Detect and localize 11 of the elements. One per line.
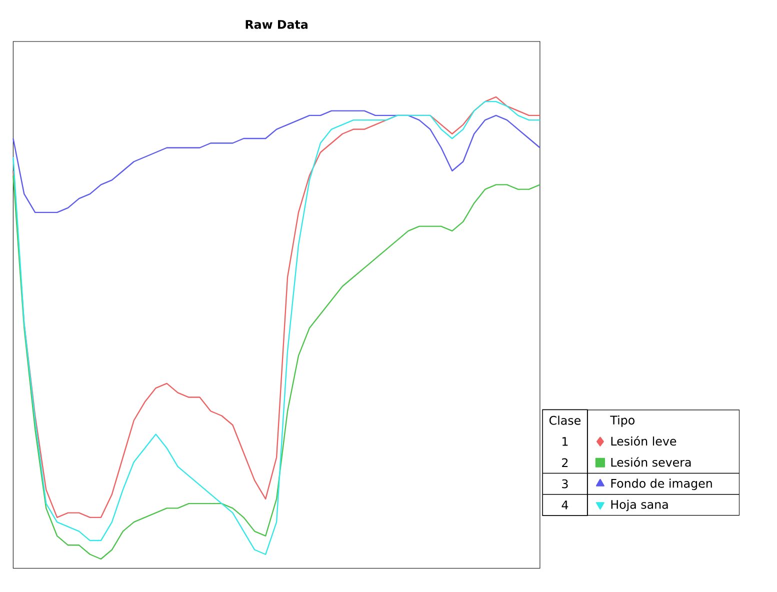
chart-title: Raw Data — [246, 20, 308, 29]
text: Clase — [549, 416, 580, 425]
legend-label: Lesión leve — [611, 436, 676, 446]
text: 3 — [562, 479, 568, 488]
text: Tipo — [610, 415, 634, 427]
legend-label: Hoja sana — [611, 500, 668, 512]
legend-label: Fondo de imagen — [611, 478, 712, 490]
text: 1 — [562, 437, 568, 446]
legend-label: Lesión severa — [611, 457, 691, 467]
text: 2 — [562, 458, 568, 468]
text: 4 — [562, 500, 568, 510]
